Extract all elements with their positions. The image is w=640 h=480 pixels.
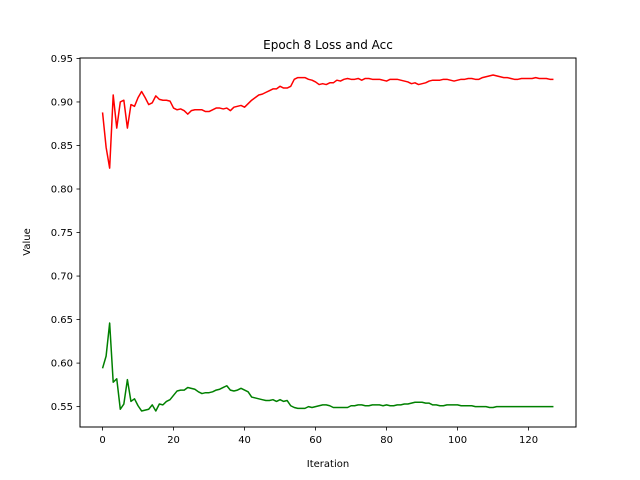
chart-title: Epoch 8 Loss and Acc [263, 38, 393, 52]
x-tick-label: 0 [99, 435, 105, 446]
y-tick-label: 0.90 [51, 97, 73, 108]
series-line-1 [101, 74, 554, 169]
y-axis-label: Value [22, 228, 33, 255]
y-tick-label: 0.95 [51, 54, 73, 65]
y-tick-label: 0.75 [51, 228, 73, 239]
x-tick-label: 100 [448, 435, 467, 446]
x-tick-label: 120 [519, 435, 538, 446]
x-tick-label: 80 [380, 435, 393, 446]
y-tick-label: 0.70 [51, 272, 73, 283]
y-tick-label: 0.55 [51, 402, 73, 413]
plot-area-frame [79, 57, 577, 428]
x-tick-label: 40 [238, 435, 251, 446]
y-tick-label: 0.60 [51, 359, 73, 370]
x-axis-label: Iteration [307, 459, 349, 470]
series-layer [101, 74, 554, 412]
y-axis-ticks: 0.55 0.60 0.65 0.70 0.75 0.80 0.85 0.90 0.95 [51, 54, 80, 413]
y-tick-label: 0.80 [51, 185, 73, 196]
x-axis-ticks: 0 20 40 60 80 100 120 [99, 427, 538, 446]
y-tick-label: 0.85 [51, 141, 73, 152]
x-tick-label: 20 [167, 435, 180, 446]
x-tick-label: 60 [309, 435, 322, 446]
series-line-2 [101, 322, 554, 412]
y-tick-label: 0.65 [51, 315, 73, 326]
